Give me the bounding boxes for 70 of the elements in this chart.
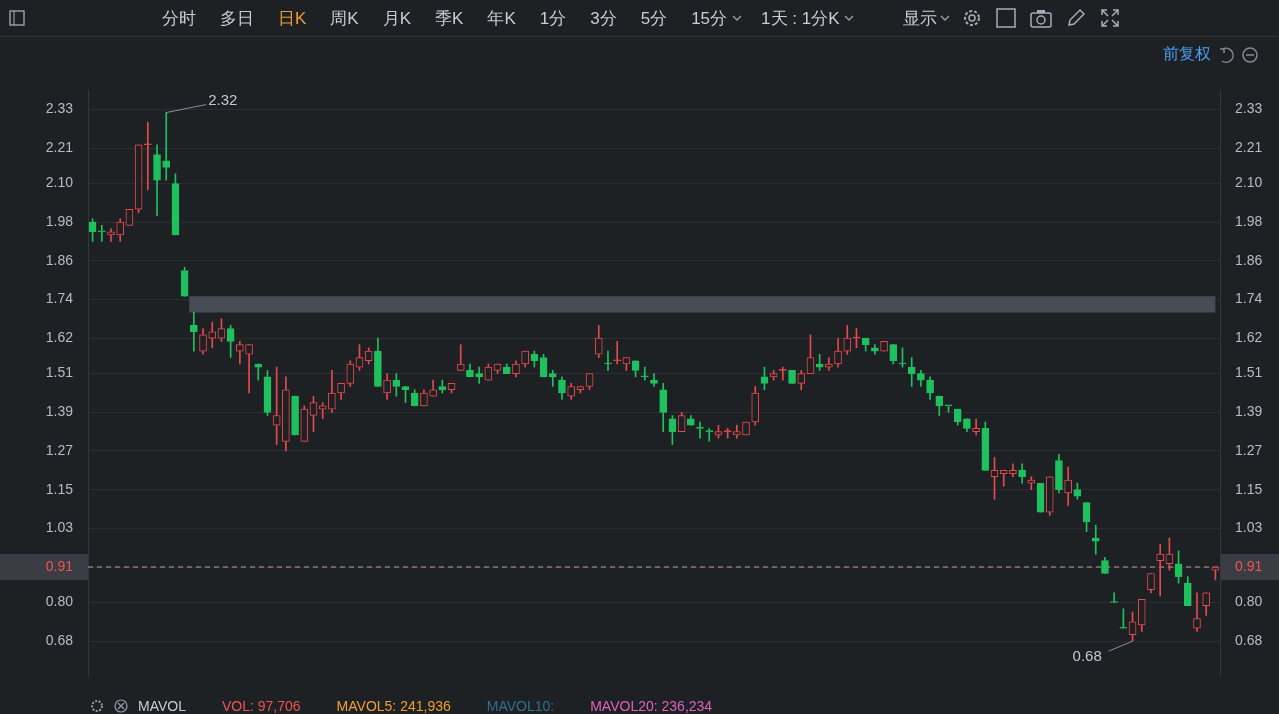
candlestick	[245, 344, 253, 394]
text: 分时	[162, 7, 196, 30]
y2-tick-label: 0.68	[1235, 632, 1263, 649]
text: 5分	[640, 7, 668, 30]
text: 1分	[539, 7, 567, 30]
candlestick	[97, 225, 106, 242]
candlestick	[613, 341, 622, 365]
candlestick	[999, 469, 1008, 487]
y-tick-label: 1.39	[45, 403, 74, 420]
candlestick	[640, 366, 649, 381]
y2-tick-label: 1.27	[1235, 441, 1263, 458]
y2-tick-label: 1.86	[1235, 251, 1263, 268]
candlestick	[825, 357, 833, 371]
y-tick-label: 1.51	[45, 364, 74, 381]
candlestick	[548, 370, 557, 387]
candlestick	[143, 121, 152, 191]
candlestick	[162, 112, 171, 181]
text: MAVOL	[138, 698, 186, 714]
text: 前复权	[1163, 44, 1211, 64]
candlestick	[456, 344, 465, 371]
y-tick-label: 1.03	[45, 519, 74, 536]
y2-tick-label: 2.33	[1235, 100, 1263, 117]
y2-tick-label: 1.15	[1235, 480, 1263, 497]
candlestick	[604, 350, 612, 371]
text: MAVOL5: 241,936	[336, 698, 451, 714]
candlestick	[650, 373, 658, 387]
y-tick-label: 0.91	[45, 557, 74, 574]
y2-tick-label: 1.51	[1235, 364, 1263, 381]
candlestick	[190, 312, 198, 352]
text: 多日	[220, 7, 254, 30]
text: 1天 : 1分K	[761, 7, 840, 30]
y2-tick-label: 0.80	[1235, 593, 1263, 610]
y-tick-label: 0.68	[45, 632, 74, 649]
y-tick-label: 0.80	[45, 593, 74, 610]
y2-tick-label: 1.39	[1235, 403, 1263, 420]
y-tick-label: 1.98	[45, 213, 74, 230]
candlestick	[907, 357, 916, 387]
y-tick-label: 1.74	[45, 290, 74, 307]
y2-tick-label: 1.98	[1235, 213, 1263, 230]
y-tick-label: 2.33	[45, 100, 74, 117]
text: 显示	[903, 7, 938, 30]
annotation: 0.68	[1072, 647, 1102, 665]
text: 15分	[691, 7, 728, 30]
y2-tick-label: 2.10	[1235, 174, 1263, 191]
candlestick	[1156, 544, 1165, 597]
text: VOL: 97,706	[221, 698, 301, 714]
text: 日K	[278, 7, 307, 30]
text: 季K	[435, 7, 464, 30]
candlestick	[1091, 524, 1100, 555]
text: 年K	[487, 7, 516, 30]
y-tick-label: 1.27	[45, 441, 74, 458]
candlestick	[972, 418, 980, 436]
y2-tick-label: 1.74	[1235, 290, 1263, 307]
y-tick-label: 2.21	[45, 138, 74, 155]
text: 月K	[382, 7, 412, 30]
y-tick-label: 1.15	[45, 480, 74, 497]
y-tick-label: 2.10	[45, 174, 74, 191]
candlestick	[107, 228, 115, 242]
candlestick	[475, 366, 483, 384]
y-tick-label: 1.62	[45, 329, 74, 346]
y2-tick-label: 0.91	[1235, 557, 1263, 574]
text: MAVOL20: 236,234	[590, 698, 713, 714]
y2-tick-label: 1.62	[1235, 329, 1263, 346]
annotation: 2.32	[208, 90, 238, 108]
y2-tick-label: 1.03	[1235, 519, 1263, 536]
y2-tick-label: 2.21	[1235, 138, 1263, 155]
text: 3分	[590, 7, 617, 30]
text: MAVOL10:	[486, 698, 555, 714]
y-tick-label: 1.86	[45, 251, 74, 268]
text: 周K	[330, 7, 359, 30]
